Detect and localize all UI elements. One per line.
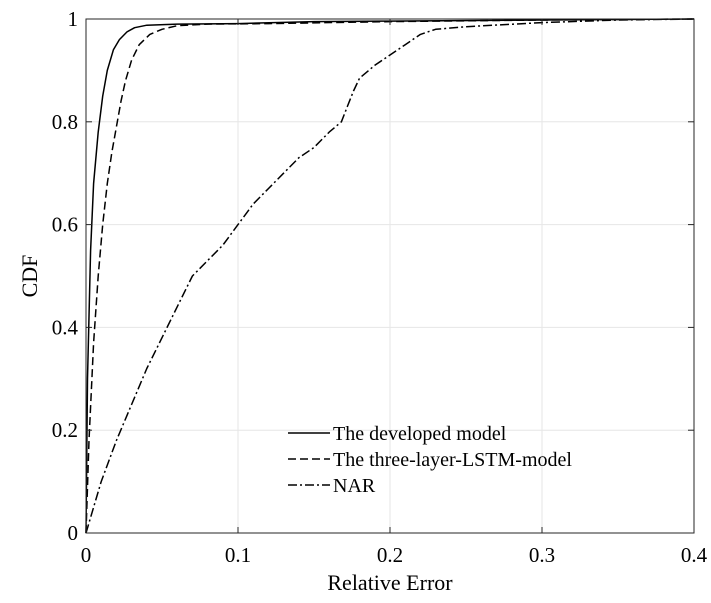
x-tick-label: 0.4 xyxy=(681,543,708,567)
y-axis-title: CDF xyxy=(17,255,42,298)
y-tick-label: 0.8 xyxy=(52,110,78,134)
x-tick-label: 0.1 xyxy=(225,543,251,567)
x-axis-title: Relative Error xyxy=(327,570,453,595)
series-line-2 xyxy=(85,18,695,534)
y-tick-label: 0 xyxy=(68,521,79,545)
y-tick-label: 1 xyxy=(68,7,79,31)
legend-label-3: NAR xyxy=(333,475,376,497)
series-line-3 xyxy=(85,18,695,534)
y-tick-label: 0.2 xyxy=(52,418,78,442)
x-tick-label: 0 xyxy=(81,543,92,567)
y-tick-label: 0.6 xyxy=(52,213,78,237)
grid xyxy=(86,19,694,533)
x-tick-label: 0.3 xyxy=(529,543,555,567)
legend-label-2: The three-layer-LSTM-model xyxy=(333,449,572,471)
ticks: 0 0.1 0.2 0.3 0.4 0 0.2 0.4 0.6 0.8 1 xyxy=(52,7,708,567)
series-line-1 xyxy=(85,18,695,534)
series-layer xyxy=(85,18,695,534)
legend-label-1: The developed model xyxy=(333,423,507,445)
legend: The developed model The three-layer-LSTM-… xyxy=(288,423,572,497)
x-tick-label: 0.2 xyxy=(377,543,403,567)
y-tick-label: 0.4 xyxy=(52,315,79,339)
